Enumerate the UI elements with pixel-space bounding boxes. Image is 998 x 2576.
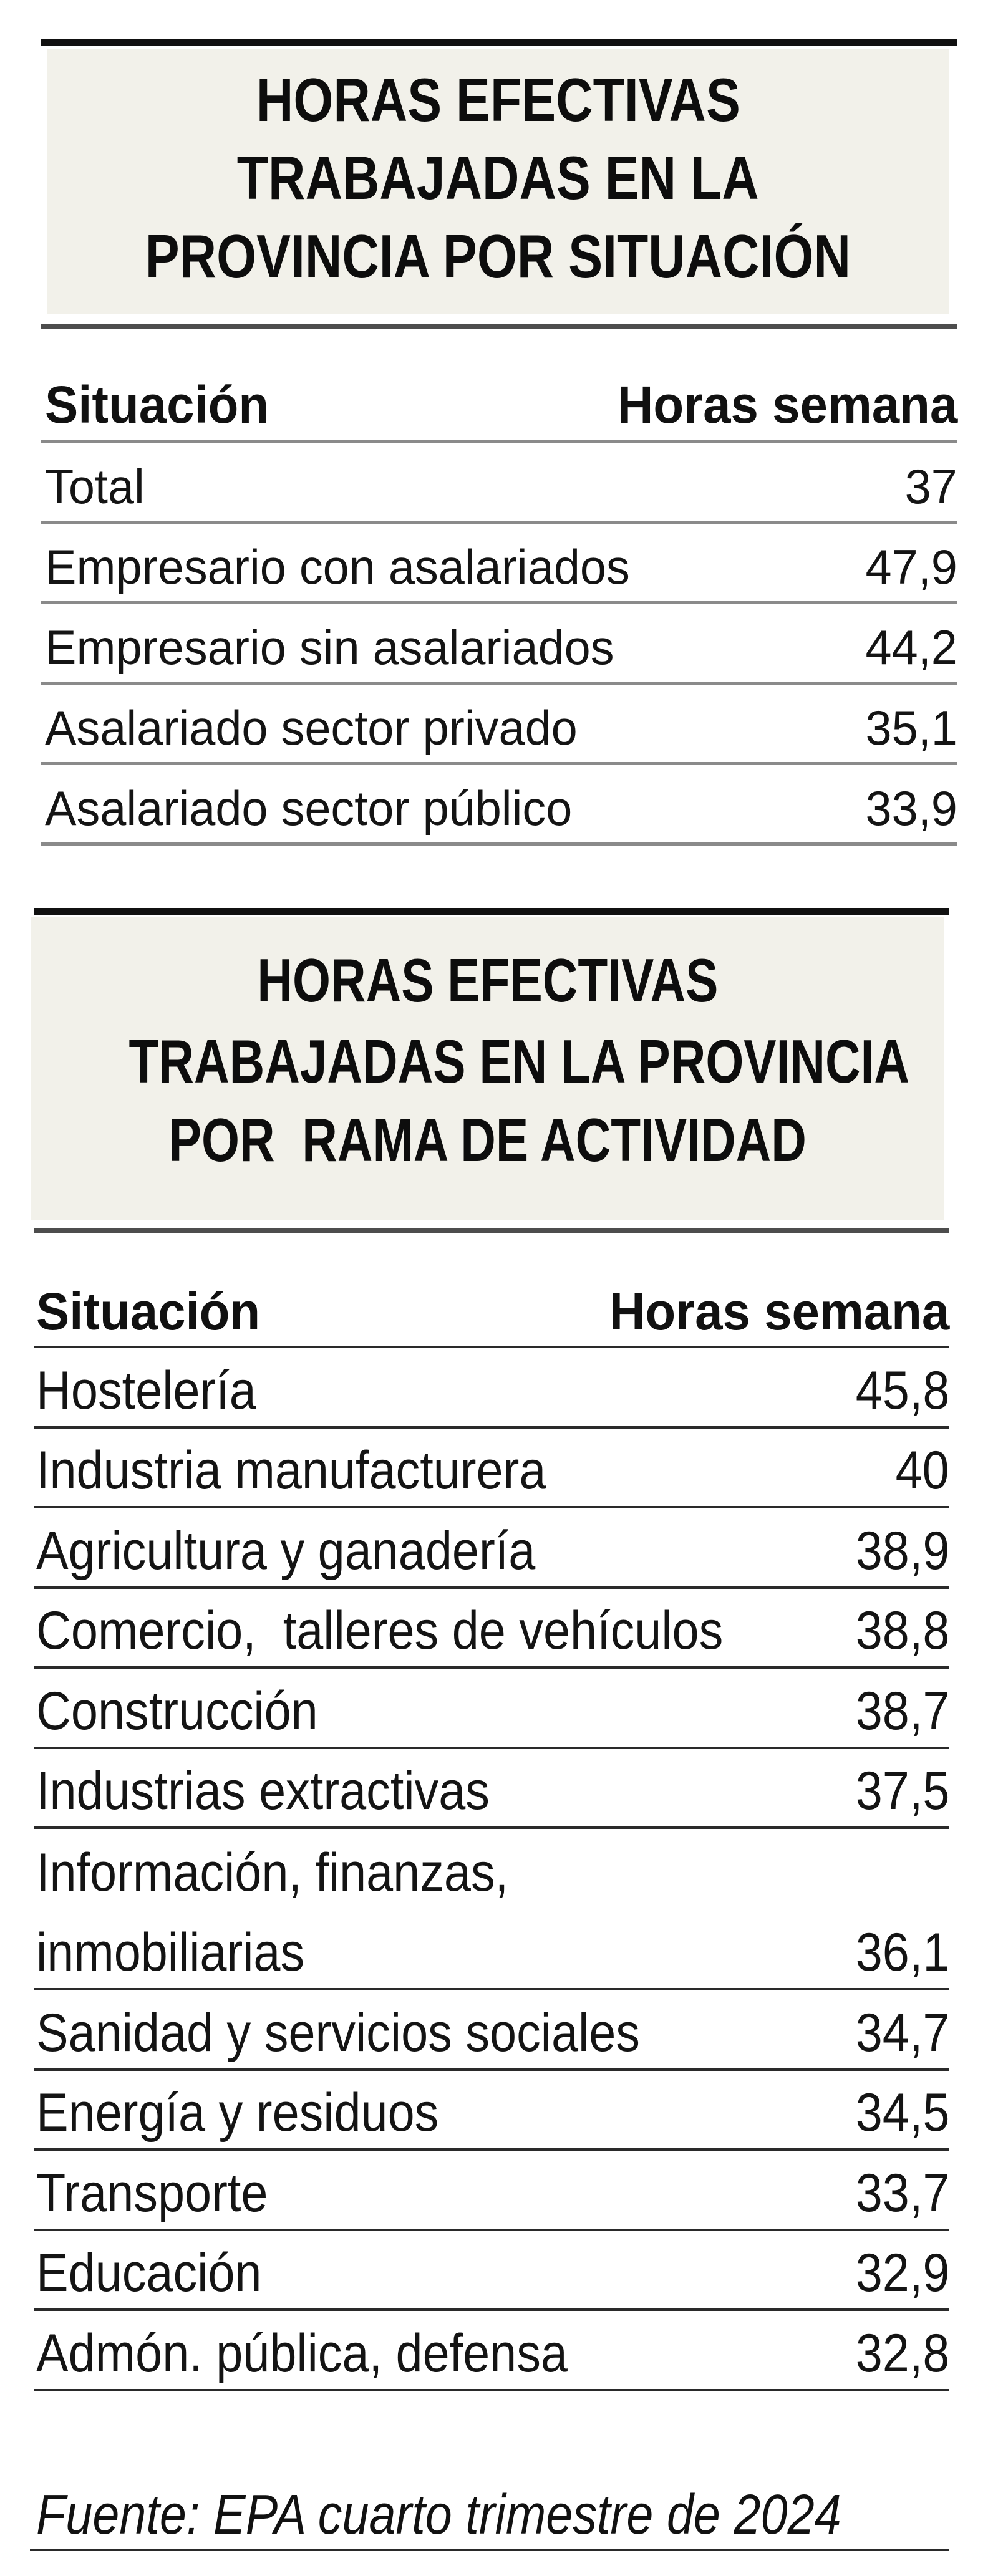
table-row-rule [41, 601, 957, 604]
table-row-label: Industrias extractivas [36, 1761, 490, 1821]
table-row-label: Total [45, 459, 145, 514]
table-row-label: Comercio, talleres de vehículos [36, 1601, 724, 1661]
table-rama-title-bottom-rule [34, 1228, 949, 1233]
table-row-label: Sanidad y servicios sociales [36, 2002, 640, 2063]
table-row-label: Asalariado sector público [45, 781, 573, 836]
table-situacion-title-bottom-rule [41, 324, 957, 329]
table-row-value: 38,8 [855, 1601, 949, 1661]
table-row-rule [41, 521, 957, 524]
table-row-value: 40 [895, 1440, 949, 1500]
table-row-value: 37,5 [855, 1761, 949, 1821]
table-row-label: Admón. pública, defensa [36, 2323, 568, 2383]
table-row-label: Construcción [36, 1681, 318, 1741]
table-row-rule [41, 682, 957, 685]
table-rama-col-label: Situación [36, 1282, 261, 1341]
table-row-label: Transporte [36, 2163, 268, 2223]
table-situacion-title-line-2: TRABAJADAS EN LA [237, 143, 759, 212]
table-row-rule [34, 1586, 949, 1589]
table-row-value: 38,7 [855, 1681, 949, 1741]
table-row-value: 44,2 [865, 620, 957, 675]
table-row-rule [41, 762, 957, 765]
table-row-value: 47,9 [865, 539, 957, 594]
table-row-rule [34, 1746, 949, 1749]
table-row-value: 34,7 [855, 2002, 949, 2063]
table-rama-title-box: HORAS EFECTIVAS TRABAJADAS EN LA PROVINC… [31, 917, 944, 1220]
table-row-label: Asalariado sector privado [45, 700, 578, 755]
table-row-label: Educación [36, 2243, 262, 2303]
table-row-rule [34, 1988, 949, 1990]
table-row-rule [34, 1506, 949, 1508]
table-row-label: Hostelería [36, 1360, 256, 1421]
table-row-value: 34,5 [855, 2083, 949, 2143]
table-row-value: 33,9 [865, 781, 957, 836]
table-row-value: 35,1 [865, 700, 957, 755]
table-row-value: 36,1 [855, 1922, 949, 1982]
table-situacion-col-value: Horas semana [617, 375, 957, 434]
table-rama-title-line-3: POR RAMA DE ACTIVIDAD [168, 1106, 807, 1174]
table-situacion-header-rule [41, 440, 957, 443]
source-note: Fuente: EPA cuarto trimestre de 2024 [36, 2484, 841, 2546]
table-rama-header-rule [34, 1346, 949, 1348]
table-row-value: 37 [904, 459, 957, 514]
table-rama-title-line-1: HORAS EFECTIVAS [256, 946, 719, 1015]
table-situacion-top-rule [41, 39, 957, 46]
table-row-label: Energía y residuos [36, 2083, 439, 2143]
table-row-label-line2: inmobiliarias [36, 1922, 305, 1982]
table-row-label: Industria manufacturera [36, 1440, 546, 1500]
table-row-rule [34, 2228, 949, 2231]
table-row-rule [34, 2388, 949, 2391]
table-rama-col-value: Horas semana [609, 1282, 949, 1341]
table-situacion-title-line-3: PROVINCIA POR SITUACIÓN [145, 222, 851, 291]
table-row-value: 32,8 [855, 2323, 949, 2383]
table-row-label: Agricultura y ganadería [36, 1520, 536, 1581]
table-row-rule [34, 2148, 949, 2151]
table-row-rule [34, 2068, 949, 2071]
table-row-rule [34, 1425, 949, 1429]
table-situacion-col-label: Situación [45, 375, 269, 434]
table-row-label: Empresario sin asalariados [45, 620, 614, 675]
table-row-rule [34, 1666, 949, 1669]
table-rama-top-rule [34, 908, 949, 915]
table-row-value: 45,8 [855, 1360, 949, 1421]
table-situacion-title-box: HORAS EFECTIVAS TRABAJADAS EN LA PROVINC… [47, 49, 949, 314]
table-situacion-title-line-1: HORAS EFECTIVAS [256, 65, 740, 134]
table-row-label: Empresario con asalariados [45, 539, 630, 594]
table-row-value: 33,7 [855, 2163, 949, 2223]
source-note-rule [30, 2549, 949, 2551]
table-row-rule [34, 1826, 949, 1829]
table-row-value: 32,9 [855, 2243, 949, 2303]
table-row-rule [34, 2308, 949, 2311]
table-row-value: 38,9 [855, 1520, 949, 1581]
table-rama-title-line-2: TRABAJADAS EN LA PROVINCIA [128, 1027, 910, 1096]
table-row-rule [41, 842, 957, 846]
table-row-label: Información, finanzas, [36, 1842, 509, 1903]
